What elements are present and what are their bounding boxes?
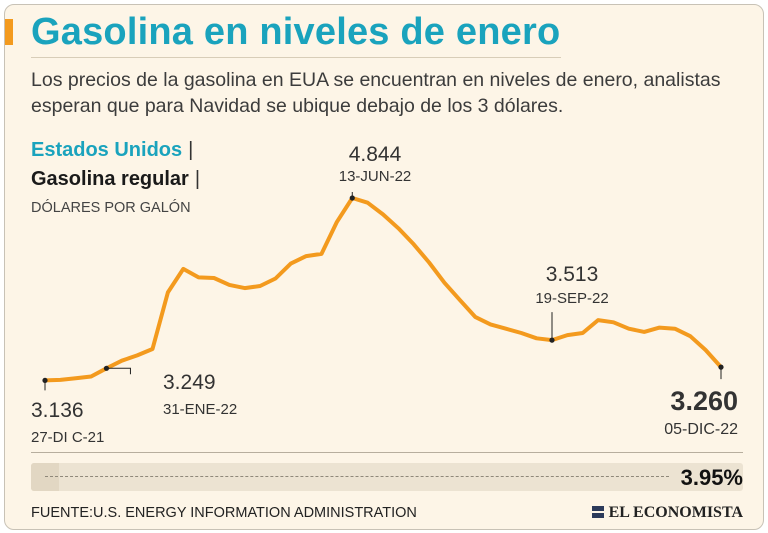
annotation-date: 05-DIC-22: [664, 421, 738, 438]
annotation-value: 3.249: [163, 371, 216, 394]
unit-label: DÓLARES POR GALÓN: [31, 200, 191, 216]
series-country-label: Estados Unidos |: [31, 139, 193, 162]
title-accent-bar: [5, 19, 13, 45]
source-note: FUENTE:U.S. ENERGY INFORMATION ADMINISTR…: [31, 505, 417, 521]
annotation-value: 3.260: [670, 386, 738, 416]
country-text: Estados Unidos: [31, 139, 183, 161]
product-separator: |: [194, 168, 201, 190]
product-text: Gasolina regular: [31, 168, 189, 190]
price-series-line: [43, 196, 723, 383]
annotation-value: 3.136: [31, 399, 84, 422]
progress-track: 3.95%: [31, 463, 743, 491]
brand-name: EL ECONOMISTA: [608, 504, 743, 521]
annotation-value: 4.844: [349, 143, 402, 166]
page-title: Gasolina en niveles de enero: [31, 11, 561, 53]
line-chart: 3.136 27-DI C-21 3.249 31-ENE-22 4.844 13-JUN…: [31, 143, 738, 446]
annotation-date: 13-JUN-22: [339, 168, 412, 185]
annotation-point: [549, 337, 555, 343]
series-product-label: Gasolina regular |: [31, 168, 200, 191]
annotation-date: 27-DI C-21: [31, 429, 104, 446]
country-separator: |: [188, 139, 194, 161]
subtitle: Los precios de la gasolina en EUA se enc…: [31, 69, 721, 117]
progress-dashed-line: [45, 476, 669, 477]
annotation-date: 31-ENE-22: [163, 401, 237, 418]
annotation-value: 3.513: [546, 263, 599, 286]
progress-fill: [31, 463, 60, 491]
title-rule: [31, 57, 561, 58]
progress-value: 3.95%: [680, 465, 743, 490]
annotation-point: [349, 195, 355, 201]
chart-divider: [31, 452, 743, 453]
infographic-card: Gasolina en niveles de enero Los precios…: [4, 4, 764, 530]
brand-logo: EL ECONOMISTA: [591, 504, 743, 522]
brand-mark-icon: [591, 506, 604, 518]
annotation-leader: [106, 367, 131, 375]
annotation-date: 19-SEP-22: [535, 290, 608, 307]
